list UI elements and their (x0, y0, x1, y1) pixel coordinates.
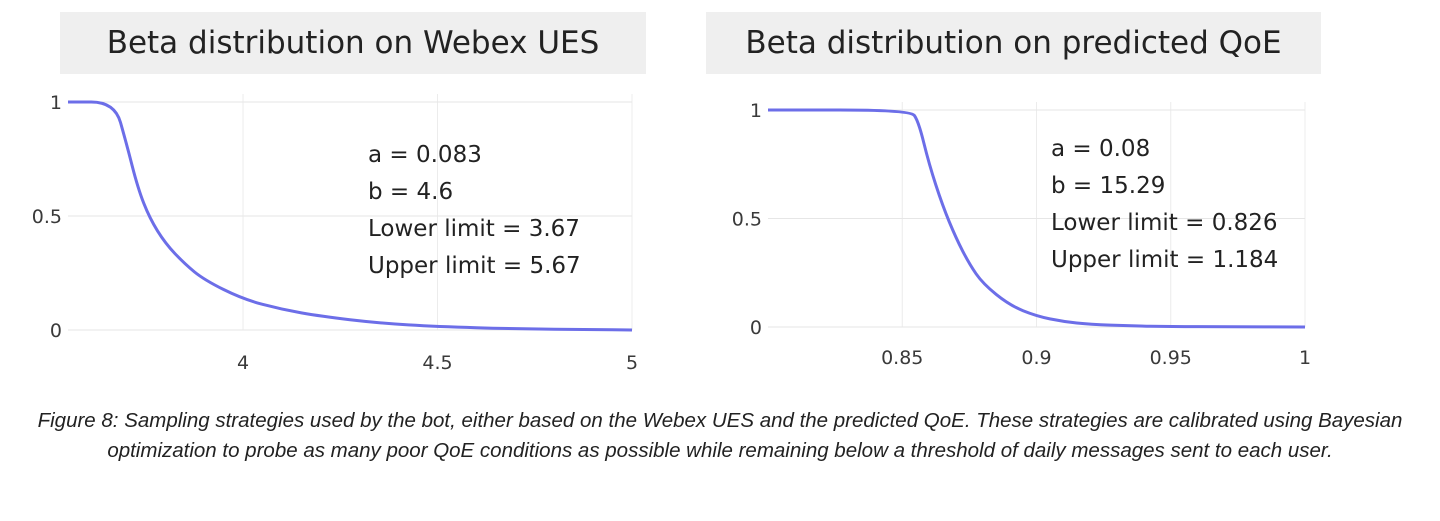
chart-title-bar: Beta distribution on Webex UES (60, 12, 646, 74)
x-tick-label: 4 (237, 352, 249, 374)
annotation-b: b = 15.29 (1051, 173, 1166, 199)
annotation-b: b = 4.6 (368, 179, 454, 205)
y-tick-label: 1 (50, 92, 62, 114)
parameter-annotations: a = 0.08 b = 15.29 Lower limit = 0.826 U… (1051, 131, 1278, 279)
annotation-a: a = 0.08 (1051, 136, 1151, 162)
annotation-upper-limit: Upper limit = 5.67 (368, 253, 581, 279)
line-chart-predicted-qoe: 0 0.5 1 0.85 0.9 0.95 1 (732, 100, 1311, 369)
annotation-upper-limit: Upper limit = 1.184 (1051, 247, 1279, 273)
y-tick-label: 0 (50, 320, 62, 342)
y-tick-label: 0.5 (32, 206, 62, 228)
figure-caption: Figure 8: Sampling strategies used by th… (37, 409, 1403, 462)
x-tick-label: 0.95 (1150, 347, 1192, 369)
chart-title-bar: Beta distribution on predicted QoE (706, 12, 1321, 74)
x-tick-label: 5 (626, 352, 638, 374)
annotation-lower-limit: Lower limit = 0.826 (1051, 210, 1278, 236)
annotation-lower-limit: Lower limit = 3.67 (368, 216, 580, 242)
line-chart-webex-ues: 0 0.5 1 4 4.5 5 (32, 92, 638, 374)
x-tick-label: 1 (1299, 347, 1311, 369)
y-tick-label: 0 (750, 317, 762, 339)
chart-title: Beta distribution on Webex UES (106, 25, 600, 61)
x-tick-label: 4.5 (422, 352, 452, 374)
x-tick-label: 0.85 (881, 347, 923, 369)
y-tick-label: 0.5 (732, 209, 762, 231)
annotation-a: a = 0.083 (368, 142, 482, 168)
chart-panel-predicted-qoe: Beta distribution on predicted QoE 0 0.5 1… (700, 0, 1440, 390)
y-tick-label: 1 (750, 100, 762, 122)
x-tick-label: 0.9 (1021, 347, 1051, 369)
chart-panel-webex-ues: Beta distribution on Webex UES 0 0.5 1 4 4.5… (0, 0, 700, 390)
chart-title: Beta distribution on predicted QoE (745, 25, 1282, 61)
parameter-annotations: a = 0.083 b = 4.6 Lower limit = 3.67 Upp… (368, 137, 581, 285)
series-line (68, 100, 633, 332)
series-line (768, 108, 1306, 329)
